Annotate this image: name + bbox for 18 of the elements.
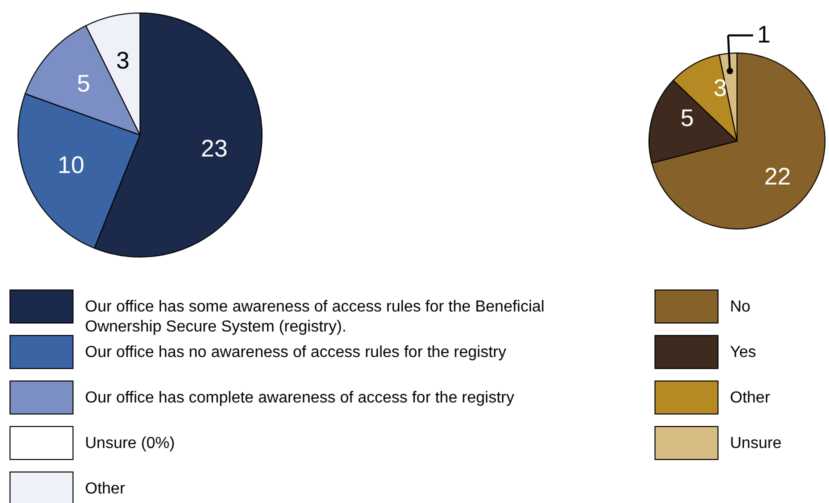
legend-label: Yes (730, 344, 756, 361)
data-label: 23 (200, 135, 228, 162)
legend-label: Other (85, 480, 126, 498)
legend-label: Our office has some awareness of access rules for the Beneficial Ownership Secure System (registry). (85, 298, 544, 336)
legend-label: Other (730, 390, 771, 406)
data-label: 5 (680, 104, 694, 132)
data-label: 1 (757, 21, 770, 48)
legend-label: Unsure (0%) (85, 435, 175, 452)
data-label: 5 (76, 70, 90, 98)
data-label: 10 (58, 152, 84, 179)
legend-label: No (730, 298, 751, 316)
data-label: 3 (116, 47, 130, 74)
data-label: 22 (764, 164, 791, 191)
legend-label: Our office has no awareness of access rules for the registry (85, 344, 506, 361)
pie-slice (651, 52, 826, 230)
legend-label: Unsure (730, 435, 782, 452)
data-label: 3 (713, 75, 727, 102)
legend-label: Our office has complete awareness of access for the registry (85, 390, 514, 406)
